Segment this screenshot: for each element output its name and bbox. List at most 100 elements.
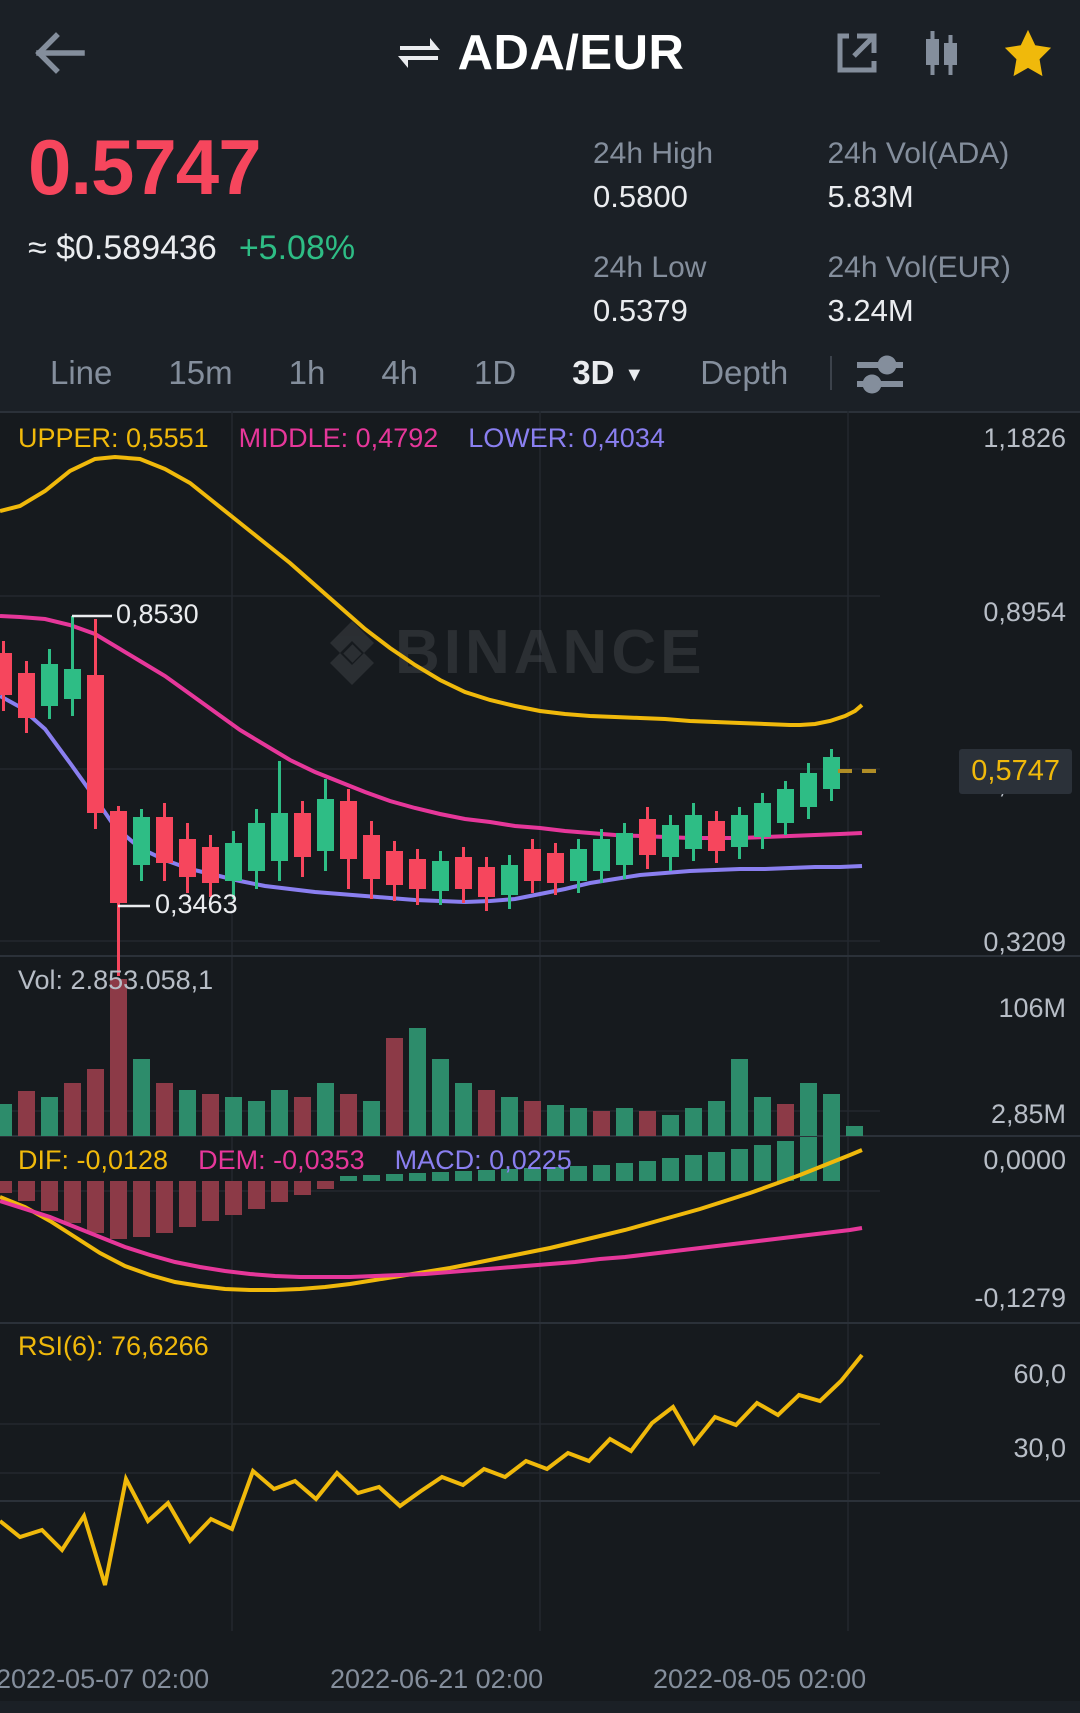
boll-lower-line: [0, 694, 863, 905]
tab-3d[interactable]: 3D ▼: [544, 354, 672, 392]
macd-value-legend: MACD: 0,0225: [394, 1145, 572, 1175]
candle: [478, 857, 495, 911]
svg-text:BINANCE: BINANCE: [395, 618, 705, 687]
stat-value: 0.5379: [593, 293, 688, 328]
stat-label: 24h High: [593, 137, 714, 170]
rsi-axis-tick: 30,0: [1013, 1433, 1066, 1463]
time-axis-tick: 2022-08-05 02:00: [653, 1664, 867, 1694]
candle: [800, 763, 817, 819]
candle: [731, 807, 748, 859]
change-percent: +5.08%: [238, 229, 356, 267]
star-filled-icon: [1004, 29, 1052, 76]
tab-depth[interactable]: Depth: [700, 354, 789, 391]
chevron-down-icon[interactable]: ▼: [624, 363, 645, 386]
tab-1d[interactable]: 1D: [474, 354, 517, 391]
interval-tabbar: Line 15m 1h 4h 1D 3D ▼ Depth: [0, 335, 1080, 411]
tab-1h[interactable]: 1h: [288, 354, 326, 391]
candle: [501, 855, 518, 909]
candle: [386, 841, 403, 901]
rsi-axis-tick: 60,0: [1013, 1359, 1066, 1389]
chart-type-button[interactable]: [916, 27, 968, 79]
period-low-label: 0,3463: [155, 889, 238, 919]
stat-cell-vol-eur: 24h Vol(EUR) 3.24M: [828, 247, 1053, 335]
candle: [202, 835, 219, 897]
candle: [754, 793, 771, 849]
candle: [317, 779, 334, 871]
chart-settings-button[interactable]: [852, 344, 910, 402]
usd-equivalent: ≈ $0.589436: [28, 229, 217, 267]
stat-label: 24h Vol(ADA): [827, 137, 1010, 170]
tab-4h[interactable]: 4h: [381, 354, 419, 391]
candle: [570, 839, 587, 893]
price-axis-tick: 0,3209: [983, 927, 1066, 957]
ticker-stats: 0.5747 ≈ $0.589436 +5.08% 24h High 0.580…: [0, 105, 1080, 335]
time-axis-tick: 2022-05-07 02:00: [0, 1664, 210, 1694]
candlestick-series: [0, 616, 840, 976]
candle: [110, 806, 127, 976]
share-external-icon: [837, 33, 877, 72]
candle: [41, 649, 58, 719]
volume-axis-tick: 2,85M: [990, 1099, 1066, 1129]
macd-histogram: [0, 1133, 840, 1239]
boll-upper-legend: UPPER: 0,5551: [18, 423, 209, 453]
boll-legend: UPPER: 0,5551 MIDDLE: 0,4792 LOWER: 0,40…: [18, 423, 665, 454]
macd-dif-legend: DIF: -0,0128: [18, 1145, 169, 1175]
time-axis-tick: 2022-06-21 02:00: [330, 1664, 544, 1694]
top-action-group: [830, 27, 1054, 79]
stat-value: 5.83M: [827, 179, 914, 214]
macd-dem-legend: DEM: -0,0353: [198, 1145, 365, 1175]
candle: [616, 823, 633, 879]
candle: [225, 831, 242, 899]
candle: [179, 823, 196, 893]
candle: [133, 809, 150, 881]
page-title: ADA/EUR: [457, 25, 685, 80]
price-axis-tick: 1,1826: [983, 423, 1066, 453]
macd-dif-line: [0, 1148, 863, 1292]
stat-cell-vol-ada: 24h Vol(ADA) 5.83M: [828, 133, 1053, 221]
macd-axis-tick: -0,1279: [974, 1283, 1066, 1313]
macd-axis-tick: 0,0000: [983, 1145, 1066, 1175]
tab-15m[interactable]: 15m: [168, 354, 233, 391]
top-app-bar: ADA/EUR: [0, 0, 1080, 105]
tab-divider: [830, 356, 833, 390]
candle: [363, 821, 380, 899]
stat-value: 3.24M: [827, 293, 914, 328]
tab-3d-label: 3D: [572, 354, 615, 391]
rsi-line: [0, 1353, 864, 1586]
candle: [87, 619, 104, 829]
price-subrow: ≈ $0.589436 +5.08%: [28, 229, 593, 268]
rsi-legend: RSI(6): 76,6266: [18, 1331, 209, 1362]
period-high-label: 0,8530: [116, 599, 199, 629]
candle: [409, 849, 426, 905]
favorite-button[interactable]: [1002, 27, 1054, 79]
stat-label: 24h Low: [593, 251, 707, 284]
volume-legend: Vol: 2.853.058,1: [18, 965, 213, 996]
swap-arrows-icon: [397, 37, 440, 68]
candlestick-icon: [926, 30, 957, 75]
stat-value: 0.5800: [593, 179, 688, 214]
candle: [271, 761, 288, 881]
candle: [662, 815, 679, 871]
candle: [18, 661, 35, 733]
macd-dem-line: [0, 1199, 863, 1279]
sliders-icon: [857, 355, 904, 394]
candle: [156, 803, 173, 881]
boll-upper-line: [0, 454, 864, 727]
candle: [823, 749, 840, 801]
candle: [639, 807, 656, 869]
boll-middle-legend: MIDDLE: 0,4792: [238, 423, 439, 453]
stat-cell-low: 24h Low 0.5379: [593, 247, 818, 335]
candle: [524, 839, 541, 893]
macd-legend: DIF: -0,0128 DEM: -0,0353 MACD: 0,0225: [18, 1145, 572, 1176]
trading-chart[interactable]: BINANCE: [0, 411, 1080, 1701]
volume-axis-tick: 106M: [998, 993, 1066, 1023]
stat-label: 24h Vol(EUR): [827, 251, 1011, 284]
candle: [593, 829, 610, 883]
chart-canvas: BINANCE: [0, 411, 1080, 1631]
share-button[interactable]: [830, 27, 882, 79]
current-price-badge: 0,5747: [959, 749, 1072, 794]
tab-line[interactable]: Line: [50, 354, 113, 391]
boll-lower-legend: LOWER: 0,4034: [468, 423, 665, 453]
back-button[interactable]: [28, 21, 92, 85]
candle: [708, 811, 725, 863]
